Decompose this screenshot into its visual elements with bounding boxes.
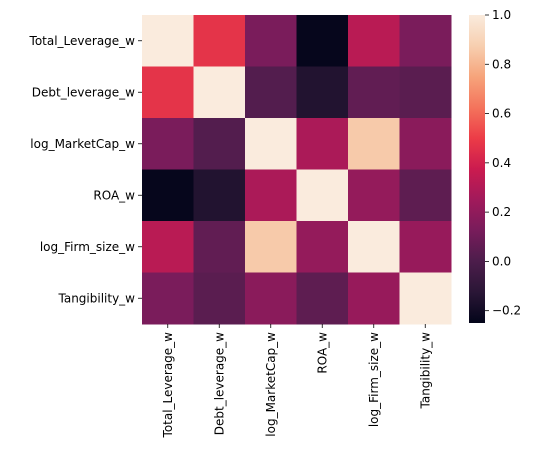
heatmap-cell	[399, 66, 452, 119]
heatmap-cell	[348, 66, 400, 119]
heatmap-cell	[296, 118, 349, 170]
heatmap-cell	[348, 15, 400, 67]
x-tick-label: Debt_leverage_w	[212, 332, 226, 435]
heatmap-cell	[245, 118, 297, 170]
colorbar-tick-label: −0.2	[492, 304, 521, 318]
heatmap-cell	[348, 221, 400, 273]
heatmap-cell	[193, 221, 246, 273]
heatmap-cell	[348, 169, 400, 222]
y-tick-label: Total_Leverage_w	[29, 34, 136, 48]
colorbar-tick-label: 0.2	[492, 205, 511, 219]
heatmap-cell	[296, 169, 349, 222]
x-tick-label: log_MarketCap_w	[264, 332, 278, 437]
heatmap-cell	[142, 15, 194, 67]
heatmap-cell	[296, 66, 349, 119]
colorbar-tick-label: 1.0	[492, 8, 511, 22]
heatmap-cell	[142, 118, 194, 170]
heatmap-cell	[296, 15, 349, 67]
heatmap-cell	[142, 221, 194, 273]
heatmap-cell	[245, 221, 297, 273]
heatmap-cell	[245, 272, 297, 325]
colorbar-ticks: −0.2 0.0 0.2 0.4 0.6 0.8 1.0	[485, 8, 521, 318]
x-tick-label: Tangibility_w	[418, 332, 432, 410]
heatmap-cell	[296, 272, 349, 325]
heatmap-cell	[348, 272, 400, 325]
colorbar-tick-label: 0.8	[492, 57, 511, 71]
x-tick-label: Total_Leverage_w	[161, 332, 175, 439]
heatmap-cell	[245, 15, 297, 67]
x-tick-labels: Total_Leverage_w Debt_leverage_w log_Marke…	[161, 324, 432, 439]
colorbar-tick-label: 0.6	[492, 107, 511, 121]
colorbar	[469, 15, 485, 323]
heatmap-cell	[142, 66, 194, 119]
heatmap-cell	[399, 118, 452, 170]
heatmap-cells	[142, 15, 452, 325]
x-tick-label: ROA_w	[315, 332, 329, 374]
colorbar-tick-label: 0.4	[492, 156, 511, 170]
heatmap-cell	[399, 169, 452, 222]
heatmap-cell	[193, 272, 246, 325]
x-tick-label: log_Firm_size_w	[367, 332, 381, 427]
heatmap-cell	[193, 169, 246, 222]
y-tick-label: Debt_leverage_w	[32, 85, 135, 99]
heatmap-cell	[142, 169, 194, 222]
y-tick-label: log_MarketCap_w	[30, 137, 135, 151]
heatmap-cell	[193, 15, 246, 67]
y-tick-label: log_Firm_size_w	[40, 240, 135, 254]
heatmap-cell	[142, 272, 194, 325]
heatmap-cell	[399, 272, 452, 325]
heatmap-cell	[245, 169, 297, 222]
y-tick-label: ROA_w	[93, 188, 135, 202]
heatmap-cell	[399, 221, 452, 273]
heatmap-cell	[296, 221, 349, 273]
heatmap-cell	[245, 66, 297, 119]
heatmap-cell	[399, 15, 452, 67]
heatmap-cell	[193, 118, 246, 170]
y-tick-labels: Total_Leverage_w Debt_leverage_w log_Marke…	[29, 34, 142, 305]
heatmap-cell	[193, 66, 246, 119]
heatmap-cell	[348, 118, 400, 170]
y-tick-label: Tangibility_w	[58, 291, 136, 305]
colorbar-tick-label: 0.0	[492, 254, 511, 268]
